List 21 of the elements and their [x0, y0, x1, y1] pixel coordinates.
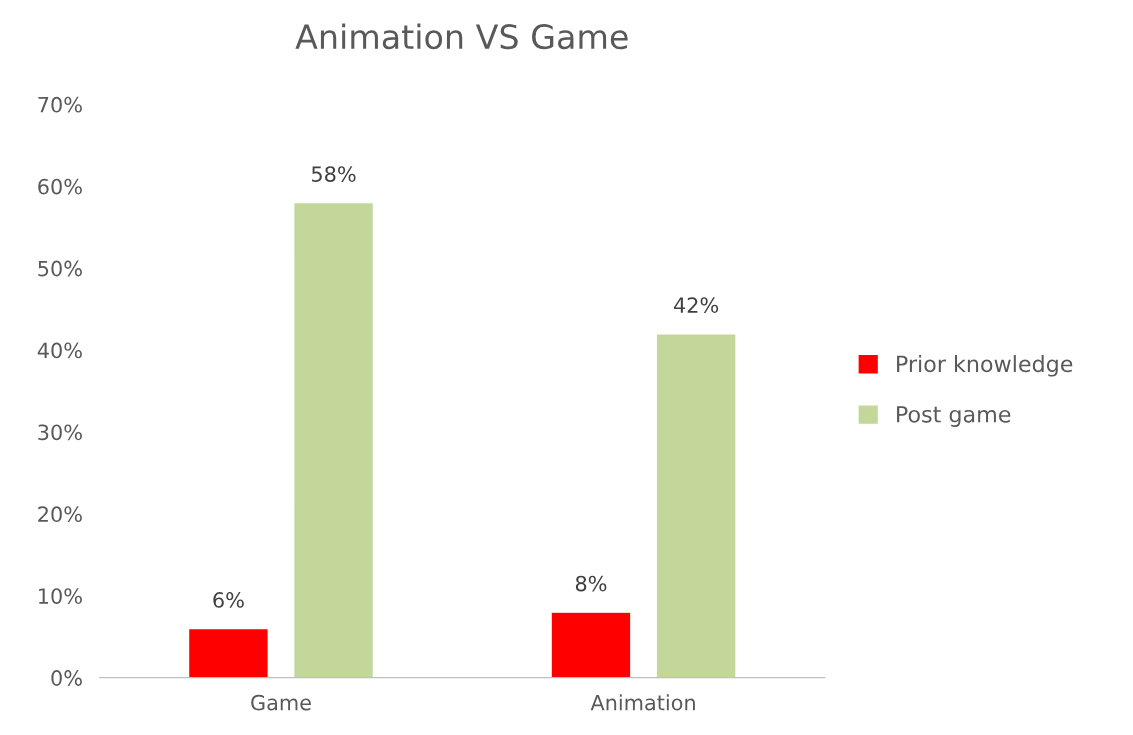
- data-label: 58%: [312, 166, 356, 182]
- y-tick-label: 30%: [38, 424, 82, 441]
- bar: [187, 627, 269, 678]
- data-label: 42%: [673, 297, 719, 313]
- bar: [550, 611, 632, 678]
- y-tick-label: 20%: [38, 506, 82, 523]
- y-tick-label: 50%: [38, 260, 82, 277]
- y-tick-label: 70%: [38, 96, 82, 113]
- data-label: 8%: [575, 575, 607, 592]
- bar: [655, 332, 737, 678]
- x-tick-label: Game: [251, 694, 311, 711]
- y-tick-label: 40%: [37, 342, 82, 359]
- y-tick-label: 60%: [38, 178, 82, 195]
- y-tick-label: 10%: [39, 588, 82, 604]
- legend-label: Prior knowledge: [897, 355, 1073, 377]
- chart-title: Animation VS Game: [295, 23, 628, 50]
- bar: [292, 201, 375, 678]
- x-tick-label: Animation: [590, 694, 695, 711]
- data-label: 6%: [213, 592, 244, 608]
- y-tick-label: 0%: [51, 670, 82, 686]
- legend-label: Post game: [897, 406, 1011, 427]
